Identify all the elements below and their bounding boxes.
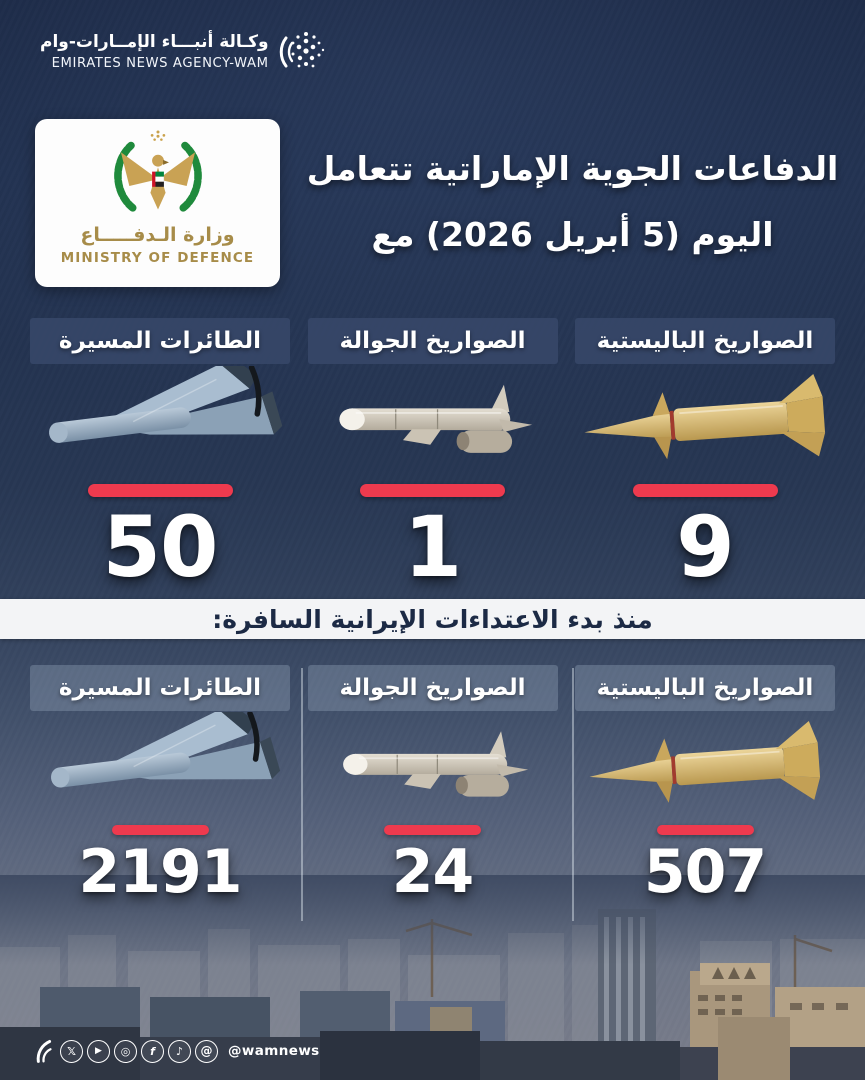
signal-arc-icon (36, 1039, 52, 1063)
social-handle[interactable]: @wamnews (228, 1043, 320, 1059)
ministry-name-arabic: وزارة الـدفـــــاع (80, 224, 235, 246)
since-ballistic-column: الصواريخ الباليستية (575, 665, 835, 904)
headline-line2: اليوم (5 أبريل 2026) مع (371, 215, 774, 254)
mod-emblem-icon (113, 130, 202, 212)
since-ballistic-count: 507 (643, 837, 767, 907)
wam-logo: وكـالة أنبـــاء الإمــارات-وام EMIRATES … (40, 26, 329, 76)
accent-bar (360, 484, 505, 497)
city-skyline (0, 875, 865, 1080)
accent-bar (656, 825, 754, 835)
cruise-missile-icon (308, 364, 558, 480)
headline: الدفاعات الجوية الإماراتية تتعامل اليوم … (295, 136, 850, 268)
since-cruise-column: الصواريخ الجوالة 24 (307, 665, 558, 907)
social-bar: 𝕏 ▶ ◎ f ♪ @ @wamnews (34, 1038, 320, 1064)
since-heading-band: منذ بدء الاعتداءات الإيرانية السافرة: (0, 599, 865, 639)
section-since-start: الطائرات المسيرة 2191 (30, 665, 835, 904)
ballistic-missile-icon (575, 364, 835, 480)
today-cruise-label: الصواريخ الجوالة (307, 318, 558, 364)
agency-name-arabic: وكـالة أنبـــاء الإمــارات-وام (40, 32, 269, 52)
ballistic-missile-icon (575, 711, 835, 823)
cruise-missile-icon (308, 711, 558, 823)
accent-bar (111, 825, 209, 835)
since-cruise-count: 24 (391, 837, 474, 907)
today-ballistic-column: الصواريخ الباليستية (575, 318, 835, 591)
since-heading-text: منذ بدء الاعتداءات الإيرانية السافرة: (212, 604, 653, 634)
threads-icon[interactable]: @ (195, 1039, 218, 1063)
column-divider (301, 668, 303, 921)
agency-name-english: EMIRATES NEWS AGENCY-WAM (51, 56, 269, 71)
instagram-icon[interactable]: ◎ (114, 1039, 137, 1063)
today-drones-count: 50 (102, 498, 219, 596)
drone-icon (30, 711, 290, 823)
column-divider (572, 668, 574, 921)
today-cruise-column: الصواريخ الجوالة (307, 318, 558, 596)
headline-line1: الدفاعات الجوية الإماراتية تتعامل (306, 149, 839, 188)
x-twitter-icon[interactable]: 𝕏 (60, 1039, 83, 1063)
wam-globe-icon (279, 32, 324, 68)
ministry-of-defence-card: وزارة الـدفـــــاع MINISTRY OF DEFENCE (35, 119, 280, 287)
accent-bar (384, 825, 481, 835)
today-cruise-count: 1 (403, 498, 462, 596)
since-drones-count: 2191 (78, 837, 243, 907)
today-drones-column: الطائرات المسيرة (30, 318, 290, 591)
today-drones-label: الطائرات المسيرة (30, 318, 290, 364)
accent-bar (87, 484, 233, 497)
tiktok-icon[interactable]: ♪ (168, 1039, 191, 1063)
youtube-icon[interactable]: ▶ (87, 1039, 110, 1063)
facebook-icon[interactable]: f (141, 1039, 164, 1063)
ministry-name-english: MINISTRY OF DEFENCE (60, 250, 255, 266)
drone-icon (30, 364, 290, 480)
accent-bar (632, 484, 778, 497)
today-ballistic-label: الصواريخ الباليستية (575, 318, 835, 364)
today-ballistic-count: 9 (676, 498, 734, 596)
since-drones-label: الطائرات المسيرة (30, 665, 290, 711)
section-today: الطائرات المسيرة (30, 318, 835, 591)
since-ballistic-label: الصواريخ الباليستية (575, 665, 835, 711)
since-cruise-label: الصواريخ الجوالة (307, 665, 558, 711)
since-drones-column: الطائرات المسيرة 2191 (30, 665, 290, 904)
